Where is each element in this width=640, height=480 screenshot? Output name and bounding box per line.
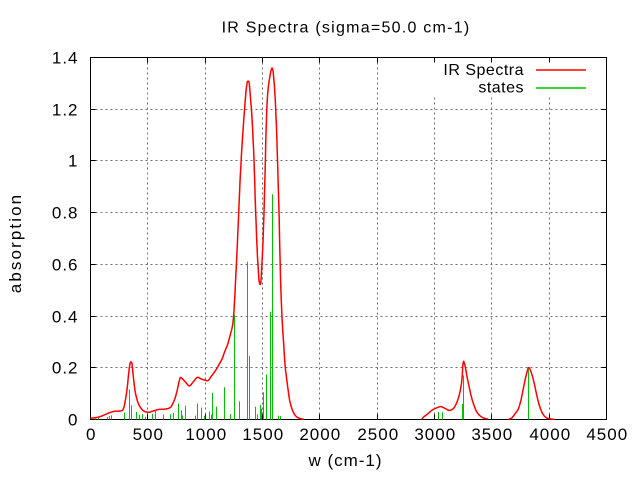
svg-text:2500: 2500: [357, 425, 399, 444]
svg-text:1.2: 1.2: [52, 100, 79, 119]
svg-text:0.6: 0.6: [52, 255, 79, 274]
svg-text:3000: 3000: [414, 425, 456, 444]
svg-text:1000: 1000: [185, 425, 227, 444]
svg-text:500: 500: [133, 425, 164, 444]
svg-text:0.4: 0.4: [52, 307, 79, 326]
svg-text:states: states: [478, 80, 524, 97]
svg-text:IR Spectra: IR Spectra: [443, 62, 524, 79]
svg-text:2000: 2000: [299, 425, 341, 444]
svg-text:w (cm-1): w (cm-1): [307, 451, 382, 470]
svg-text:4500: 4500: [586, 425, 628, 444]
svg-text:0: 0: [86, 425, 96, 444]
svg-text:IR Spectra (sigma=50.0 cm-1): IR Spectra (sigma=50.0 cm-1): [222, 20, 471, 37]
svg-text:1.4: 1.4: [52, 48, 79, 67]
svg-text:1500: 1500: [242, 425, 284, 444]
svg-text:0: 0: [68, 410, 78, 429]
svg-text:1: 1: [68, 151, 78, 170]
svg-text:0.8: 0.8: [52, 203, 79, 222]
svg-text:3500: 3500: [471, 425, 513, 444]
svg-text:absorption: absorption: [6, 193, 25, 293]
svg-text:0.2: 0.2: [52, 358, 79, 377]
svg-text:4000: 4000: [529, 425, 571, 444]
